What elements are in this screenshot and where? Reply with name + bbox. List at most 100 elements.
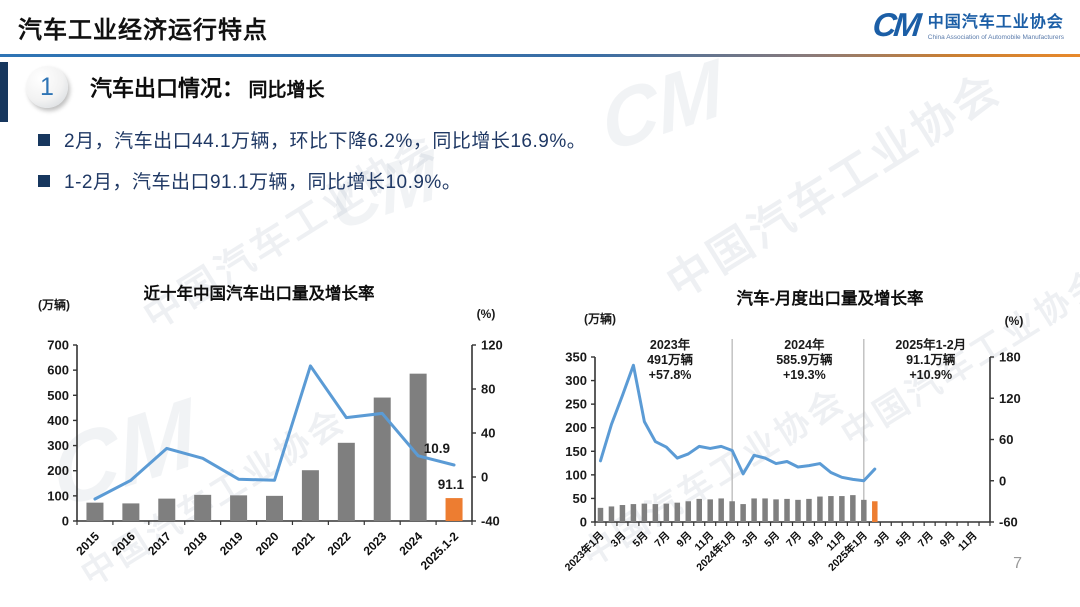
svg-text:汽车-月度出口量及增长率: 汽车-月度出口量及增长率	[737, 288, 924, 308]
svg-text:150: 150	[565, 444, 587, 459]
bar	[729, 501, 735, 522]
bar	[652, 504, 659, 522]
svg-text:3月: 3月	[609, 530, 629, 550]
bullet-text: 2月，汽车出口44.1万辆，环比下降6.2%，同比增长16.9%。	[64, 131, 587, 152]
decade-export-chart: 近十年中国汽车出口量及增长率 (万辆) (%) 0 100 200 300 400 500 600…	[14, 281, 524, 601]
svg-text:600: 600	[47, 363, 69, 378]
svg-text:250: 250	[565, 397, 587, 412]
svg-text:100: 100	[47, 488, 69, 503]
svg-text:2022: 2022	[325, 529, 354, 558]
bar	[641, 503, 648, 522]
bar	[839, 496, 845, 522]
bar	[301, 470, 319, 521]
svg-text:2024: 2024	[396, 529, 425, 558]
bar	[828, 496, 834, 522]
svg-text:350: 350	[565, 350, 587, 365]
period-annotation: 2024年 585.9万辆+19.3%	[776, 337, 833, 382]
bar	[373, 397, 391, 521]
bar	[751, 498, 757, 522]
svg-text:7月: 7月	[916, 530, 936, 550]
svg-text:2017: 2017	[145, 529, 174, 558]
period-annotation: 2025年1-2月 91.1万辆+10.9%	[895, 337, 966, 382]
bar	[773, 499, 779, 522]
svg-text:2025.1-2: 2025.1-2	[418, 529, 462, 573]
svg-text:3月: 3月	[872, 530, 892, 550]
svg-text:2020: 2020	[253, 529, 282, 558]
svg-text:0: 0	[580, 515, 587, 530]
bar	[266, 495, 283, 521]
svg-text:120: 120	[999, 391, 1021, 406]
svg-text:180: 180	[999, 350, 1021, 365]
bar	[806, 498, 812, 522]
caam-logo-mark-icon: CM	[871, 6, 921, 43]
page-title: 汽车工业经济运行特点	[18, 17, 268, 44]
svg-text:2019: 2019	[217, 529, 246, 558]
bullet-square-icon	[38, 133, 50, 146]
svg-text:2015: 2015	[73, 529, 102, 558]
page-number: 7	[1013, 555, 1022, 572]
svg-text:近十年中国汽车出口量及增长率: 近十年中国汽车出口量及增长率	[144, 283, 375, 303]
bar	[861, 499, 867, 522]
bar	[872, 501, 878, 522]
section-number-badge: 1	[26, 66, 68, 108]
monthly-export-chart-svg: 汽车-月度出口量及增长率 (万辆) (%) 0 50 100 150 200 250 300 350…	[562, 288, 1023, 574]
bar	[740, 504, 746, 522]
svg-text:2023: 2023	[361, 529, 390, 558]
section-header: 1 汽车出口情况： 同比增长	[26, 66, 324, 108]
bar	[795, 499, 801, 522]
bullet-square-icon	[38, 174, 50, 187]
svg-text:2018: 2018	[181, 529, 210, 558]
svg-text:(万辆): (万辆)	[584, 311, 616, 326]
bar	[707, 499, 713, 522]
bar	[817, 496, 823, 522]
svg-text:2021: 2021	[289, 529, 318, 558]
left-accent-bar	[0, 62, 8, 122]
svg-text:400: 400	[47, 413, 69, 428]
bar	[230, 495, 248, 521]
svg-text:10.9: 10.9	[424, 441, 450, 456]
bar	[718, 498, 724, 522]
svg-text:3月: 3月	[740, 530, 760, 550]
caam-logo-text: 中国汽车工业协会 China Association of Automobile…	[928, 8, 1064, 41]
svg-text:100: 100	[565, 467, 587, 482]
svg-text:(%): (%)	[477, 307, 496, 321]
bar	[194, 494, 212, 521]
svg-text:40: 40	[481, 426, 495, 441]
period-annotation: 2023年 491万辆+57.8%	[647, 337, 693, 382]
watermark-logo: CM	[596, 41, 728, 170]
svg-text:2016: 2016	[109, 529, 138, 558]
section-title-sub: 同比增长	[248, 80, 325, 101]
caam-logo-name: 中国汽车工业协会	[927, 14, 1064, 31]
svg-text:0: 0	[62, 514, 69, 529]
svg-text:300: 300	[47, 438, 69, 453]
section-title-main: 汽车出口情况：	[90, 76, 245, 101]
bar	[619, 505, 626, 522]
svg-text:500: 500	[47, 388, 69, 403]
svg-text:0: 0	[481, 470, 488, 485]
svg-text:9月: 9月	[938, 530, 958, 550]
svg-text:50: 50	[573, 491, 587, 506]
svg-text:7月: 7月	[784, 530, 804, 550]
bar	[337, 442, 355, 521]
svg-text:9月: 9月	[674, 530, 694, 550]
svg-text:300: 300	[565, 373, 587, 388]
bar	[663, 503, 670, 522]
watermark-text: 中国汽车工业协会	[658, 63, 1011, 309]
svg-text:2023年1月: 2023年1月	[562, 529, 607, 574]
svg-text:5月: 5月	[630, 530, 650, 550]
monthly-export-chart: 汽车-月度出口量及增长率 (万辆) (%) 0 50 100 150 200 250 300 350…	[548, 281, 1076, 601]
decade-export-chart-svg: 近十年中国汽车出口量及增长率(万辆)(%)0100200300400500600…	[38, 283, 503, 573]
svg-text:60: 60	[999, 432, 1013, 447]
section-title: 汽车出口情况： 同比增长	[90, 71, 324, 103]
svg-text:120: 120	[481, 338, 503, 353]
bar	[762, 498, 768, 522]
caam-logo: CM 中国汽车工业协会 China Association of Automob…	[871, 6, 1064, 43]
caam-logo-subtitle: China Association of Automobile Manufact…	[927, 34, 1064, 41]
svg-text:80: 80	[481, 382, 495, 397]
svg-text:700: 700	[47, 338, 69, 353]
bullet-item: 2月，汽车出口44.1万辆，环比下降6.2%，同比增长16.9%。	[38, 126, 586, 153]
bullet-list: 2月，汽车出口44.1万辆，环比下降6.2%，同比增长16.9%。 1-2月，汽…	[38, 126, 586, 208]
svg-text:(万辆): (万辆)	[38, 297, 70, 312]
header-divider	[0, 54, 1080, 57]
bar	[445, 498, 463, 521]
